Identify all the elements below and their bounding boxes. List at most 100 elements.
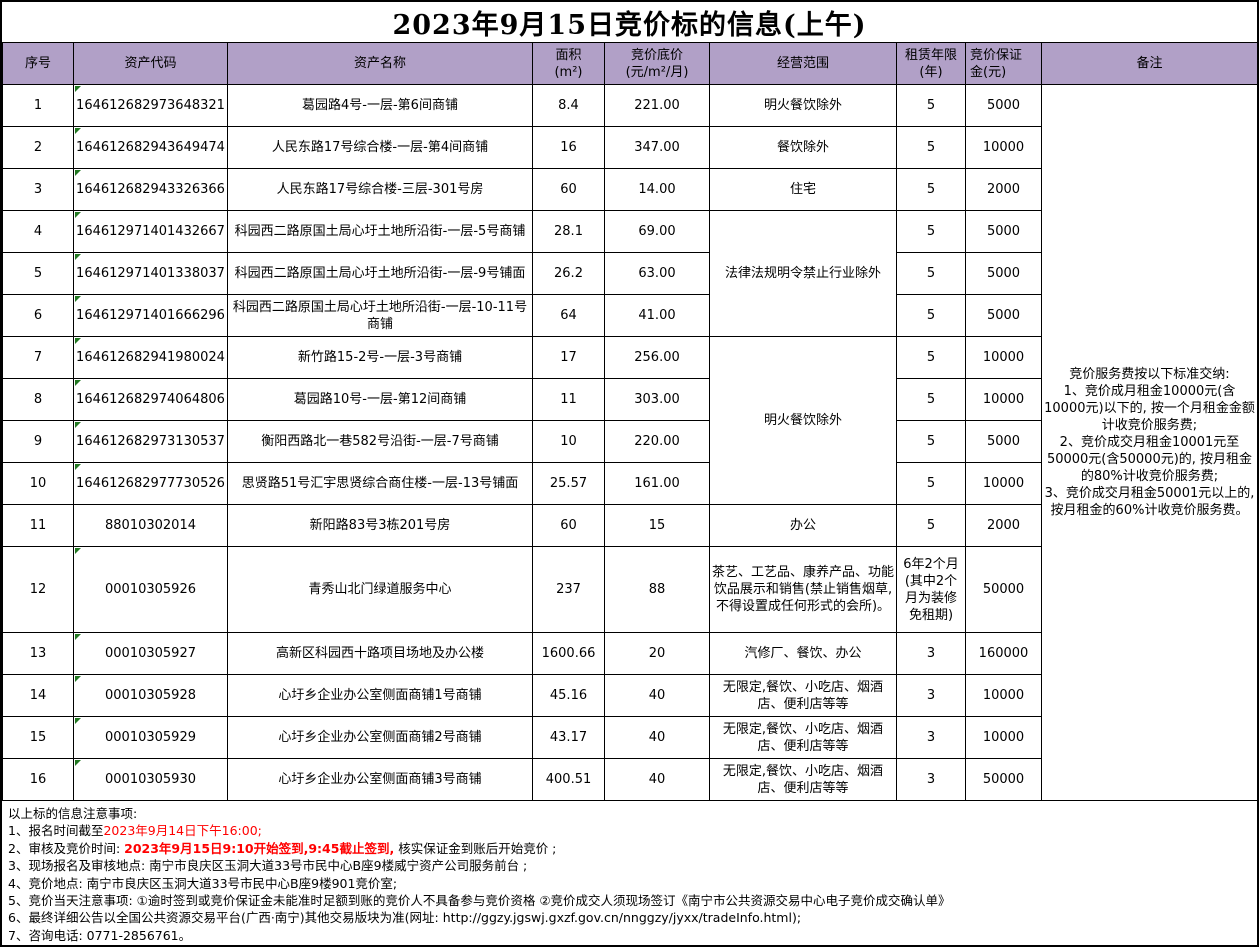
cell-row-number: 4 (2, 210, 74, 253)
cell-floor-price: 303.00 (604, 378, 710, 421)
green-triangle-icon (75, 634, 81, 640)
lease-term-text: 5 (926, 182, 936, 197)
cell-area: 11 (532, 378, 605, 421)
cell-area: 60 (532, 168, 605, 211)
cell-lease-term: 5 (896, 126, 966, 169)
green-triangle-icon (75, 212, 81, 218)
lease-term-text: 5 (926, 518, 936, 533)
cell-lease-term: 5 (896, 294, 966, 337)
cell-row-number: 16 (2, 758, 74, 801)
cell-asset-code: 164612682973130537 (73, 420, 228, 463)
cell-floor-price: 221.00 (604, 84, 710, 127)
table-row: 12 00010305926 青秀山北门绿道服务中心 237 88 茶艺、工艺品、康养产品… (2, 546, 1258, 633)
cell-area: 17 (532, 336, 605, 379)
cell-business-scope: 明火餐饮除外 (709, 336, 897, 505)
auction-table: 序号 资产代码 资产名称 面积 (m²) 竞价底价 (元/m²/月) 经营范围 … (2, 42, 1258, 801)
cell-business-scope: 汽修厂、餐饮、办公 (709, 632, 897, 675)
cell-deposit: 5000 (965, 420, 1042, 463)
cell-row-number: 2 (2, 126, 74, 169)
cell-lease-term: 5 (896, 210, 966, 253)
cell-deposit: 160000 (965, 632, 1042, 675)
cell-row-number: 15 (2, 716, 74, 759)
cell-asset-name: 心圩乡企业办公室侧面商铺3号商铺 (227, 758, 533, 801)
cell-area: 43.17 (532, 716, 605, 759)
cell-deposit: 5000 (965, 252, 1042, 295)
note-text: 3、现场报名及审核地点: 南宁市良庆区玉洞大道33号市民中心B座9楼威宁资产公司… (8, 858, 528, 874)
cell-floor-price: 40 (604, 674, 710, 717)
cell-business-scope: 茶艺、工艺品、康养产品、功能饮品展示和销售(禁止销售烟草,不得设置成任何形式的会… (709, 546, 897, 633)
cell-floor-price: 347.00 (604, 126, 710, 169)
cell-floor-price: 15 (604, 504, 710, 547)
note-line: 4、竞价地点: 南宁市良庆区玉洞大道33号市民中心B座9楼901竞价室; (8, 875, 1257, 892)
cell-asset-code: 164612682941980024 (73, 336, 228, 379)
cell-area: 26.2 (532, 252, 605, 295)
green-triangle-icon (75, 676, 81, 682)
cell-asset-code: 164612682943649474 (73, 126, 228, 169)
cell-area: 8.4 (532, 84, 605, 127)
cell-business-scope: 办公 (709, 504, 897, 547)
page-title: 2023年9月15日竞价标的信息(上午) (392, 9, 867, 41)
cell-row-number: 7 (2, 336, 74, 379)
cell-area: 400.51 (532, 758, 605, 801)
header-deposit: 竞价保证 金(元) (965, 42, 1042, 85)
cell-asset-name: 心圩乡企业办公室侧面商铺2号商铺 (227, 716, 533, 759)
green-triangle-icon (75, 422, 81, 428)
table-row: 11 88010302014 新阳路83号3栋201号房 60 15 办公 5 2000 (2, 504, 1258, 547)
table-row: 6 164612971401666296 科园西二路原国土局心圩土地所沿街-一层-1… (2, 294, 1258, 337)
table-row: 3 164612682943326366 人民东路17号综合楼-三层-301号房 60… (2, 168, 1258, 211)
cell-asset-code: 164612682974064806 (73, 378, 228, 421)
cell-business-scope: 明火餐饮除外 (709, 84, 897, 127)
cell-row-number: 8 (2, 378, 74, 421)
lease-term-text: 5 (926, 350, 936, 365)
cell-asset-name: 科园西二路原国土局心圩土地所沿街-一层-9号铺面 (227, 252, 533, 295)
lease-term-text: 3 (926, 646, 936, 661)
header-no: 序号 (2, 42, 74, 85)
cell-deposit: 5000 (965, 210, 1042, 253)
cell-business-scope: 法律法规明令禁止行业除外 (709, 210, 897, 337)
cell-deposit: 10000 (965, 462, 1042, 505)
cell-asset-code: 00010305927 (73, 632, 228, 675)
header-asset-name: 资产名称 (227, 42, 533, 85)
lease-term-text: 5 (926, 308, 936, 323)
cell-asset-name: 科园西二路原国土局心圩土地所沿街-一层-10-11号商铺 (227, 294, 533, 337)
cell-deposit: 10000 (965, 336, 1042, 379)
green-triangle-icon (75, 128, 81, 134)
cell-business-scope: 无限定,餐饮、小吃店、烟酒店、便利店等等 (709, 758, 897, 801)
header-asset-code: 资产代码 (73, 42, 228, 85)
cell-remark: 竞价服务费按以下标准交纳: 1、竞价成月租金10000元(含10000元)以下的… (1041, 84, 1258, 801)
green-triangle-icon (75, 170, 81, 176)
cell-area: 1600.66 (532, 632, 605, 675)
lease-term-text: 5 (926, 266, 936, 281)
cell-lease-term: 6年2个月(其中2个月为装修免租期) (896, 546, 966, 633)
cell-asset-name: 心圩乡企业办公室侧面商铺1号商铺 (227, 674, 533, 717)
cell-lease-term: 3 (896, 716, 966, 759)
cell-floor-price: 161.00 (604, 462, 710, 505)
cell-row-number: 11 (2, 504, 74, 547)
cell-asset-name: 人民东路17号综合楼-一层-第4间商铺 (227, 126, 533, 169)
cell-row-number: 10 (2, 462, 74, 505)
cell-asset-code: 164612682977730526 (73, 462, 228, 505)
notes-section: 以上标的信息注意事项: 1、报名时间截至2023年9月14日下午16:00; 2、审… (2, 801, 1257, 945)
cell-deposit: 5000 (965, 294, 1042, 337)
table-row: 8 164612682974064806 葛园路10号-一层-第12间商铺 11 303… (2, 378, 1258, 421)
cell-floor-price: 88 (604, 546, 710, 633)
cell-area: 60 (532, 504, 605, 547)
cell-asset-name: 衡阳西路北一巷582号沿街-一层-7号商铺 (227, 420, 533, 463)
cell-asset-code: 00010305926 (73, 546, 228, 633)
green-triangle-icon (75, 548, 81, 554)
cell-floor-price: 40 (604, 758, 710, 801)
green-triangle-icon (75, 760, 81, 766)
cell-row-number: 1 (2, 84, 74, 127)
green-triangle-icon (75, 254, 81, 260)
note-highlight-text: 2023年9月14日下午16:00; (103, 823, 262, 839)
cell-asset-name: 葛园路10号-一层-第12间商铺 (227, 378, 533, 421)
green-triangle-icon (75, 338, 81, 344)
cell-lease-term: 3 (896, 758, 966, 801)
cell-lease-term: 5 (896, 378, 966, 421)
cell-business-scope: 无限定,餐饮、小吃店、烟酒店、便利店等等 (709, 674, 897, 717)
cell-business-scope: 无限定,餐饮、小吃店、烟酒店、便利店等等 (709, 716, 897, 759)
cell-row-number: 3 (2, 168, 74, 211)
lease-term-text: 5 (926, 140, 936, 155)
cell-lease-term: 5 (896, 420, 966, 463)
